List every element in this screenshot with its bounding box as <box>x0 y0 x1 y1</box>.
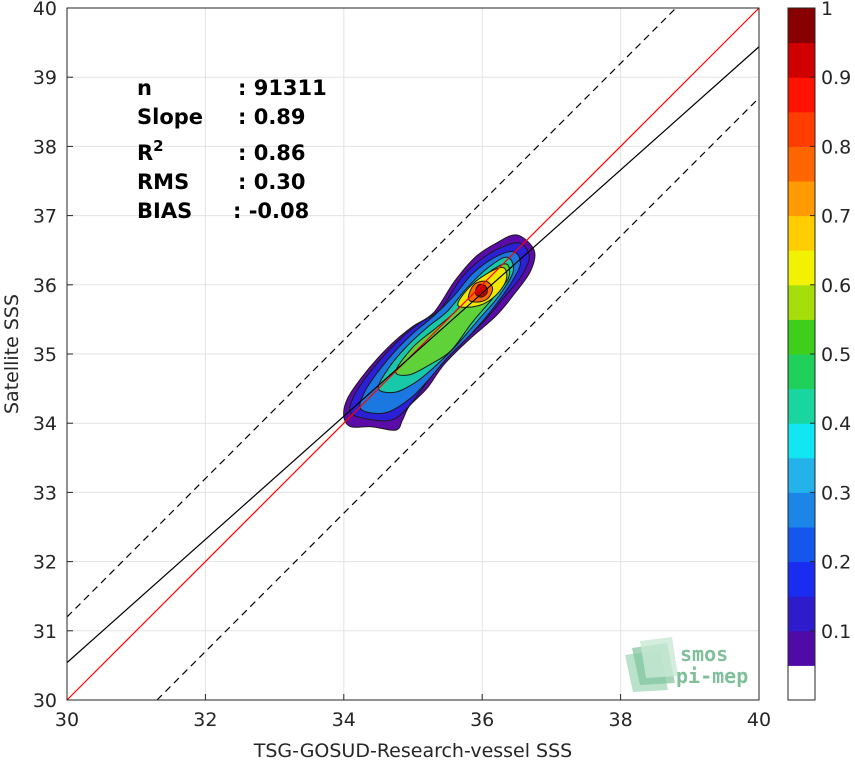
colorbar-band <box>788 423 815 459</box>
colorbar-band <box>788 527 815 563</box>
y-tick-label: 36 <box>33 275 57 297</box>
y-axis-ticks: 30 31 32 33 34 35 36 37 38 39 40 <box>33 0 73 712</box>
colorbar-tick-label: 0.3 <box>821 482 851 504</box>
y-tick-label: 40 <box>33 0 57 20</box>
colorbar-tick-label: 0.7 <box>821 206 851 228</box>
stat-label: n <box>137 76 152 100</box>
colorbar-tick-label: 0.1 <box>821 621 851 643</box>
stat-value: : -0.08 <box>233 199 309 223</box>
stat-value: : 0.30 <box>238 170 306 194</box>
colorbar-ticks: 0.1 0.2 0.3 0.4 0.5 0.6 0.7 0.8 0.9 1 <box>810 0 851 643</box>
colorbar-band <box>788 319 815 355</box>
y-tick-label: 33 <box>33 482 57 504</box>
regression-line <box>66 46 760 664</box>
colorbar-band <box>788 492 815 528</box>
colorbar-tick-label: 0.8 <box>821 136 851 158</box>
stat-label: Slope <box>137 105 203 129</box>
y-tick-label: 37 <box>33 206 57 228</box>
lower-bound-line <box>156 97 760 701</box>
x-tick-label: 36 <box>470 709 494 731</box>
colorbar-tick-label: 0.6 <box>821 275 851 297</box>
stat-value: : 0.86 <box>238 141 306 165</box>
y-tick-label: 30 <box>33 690 57 712</box>
x-tick-label: 40 <box>747 709 771 731</box>
y-tick-label: 32 <box>33 552 57 574</box>
colorbar-band <box>788 388 815 424</box>
x-tick-label: 38 <box>609 709 633 731</box>
colorbar-band <box>788 596 815 632</box>
colorbar-band <box>788 77 815 113</box>
colorbar-band <box>788 215 815 251</box>
colorbar-band <box>788 181 815 217</box>
colorbar-band <box>788 665 815 701</box>
x-axis-label: TSG-GOSUD-Research-vessel SSS <box>253 740 573 762</box>
colorbar-tick-label: 0.2 <box>821 552 851 574</box>
logo-waves-icon <box>625 637 678 692</box>
y-tick-label: 35 <box>33 344 57 366</box>
colorbar-tick-label: 1 <box>821 0 833 20</box>
stat-label: RMS <box>137 170 189 194</box>
colorbar-tick-label: 0.9 <box>821 67 851 89</box>
stat-value: : 91311 <box>238 76 327 100</box>
y-tick-label: 38 <box>33 136 57 158</box>
colorbar-band <box>788 8 815 44</box>
colorbar-band <box>788 561 815 597</box>
colorbar-band <box>788 111 815 147</box>
logo-line1: smos <box>680 642 728 666</box>
grid <box>66 7 760 701</box>
density-contour <box>474 283 488 298</box>
y-tick-label: 31 <box>33 621 57 643</box>
x-tick-label: 30 <box>55 709 79 731</box>
logo-line2: pi-mep <box>676 664 748 688</box>
x-axis-ticks: 30 32 34 36 38 40 <box>55 694 771 731</box>
colorbar-band <box>788 250 815 286</box>
x-tick-label: 32 <box>193 709 217 731</box>
reference-lines <box>66 7 760 701</box>
stat-value: : 0.89 <box>238 105 306 129</box>
stat-label: BIAS <box>137 199 192 223</box>
colorbar-band <box>788 146 815 182</box>
colorbar-band <box>788 354 815 390</box>
colorbar-band <box>788 630 815 666</box>
y-tick-label: 39 <box>33 67 57 89</box>
y-axis-label: Satellite SSS <box>1 294 23 414</box>
colorbar-tick-label: 0.5 <box>821 344 851 366</box>
colorbar-tick-label: 0.4 <box>821 413 851 435</box>
colorbar <box>788 8 815 701</box>
y-tick-label: 34 <box>33 413 57 435</box>
colorbar-band <box>788 42 815 78</box>
colorbar-band <box>788 457 815 493</box>
x-tick-label: 34 <box>332 709 356 731</box>
smos-pi-mep-logo: smos pi-mep <box>625 637 748 692</box>
colorbar-band <box>788 284 815 320</box>
